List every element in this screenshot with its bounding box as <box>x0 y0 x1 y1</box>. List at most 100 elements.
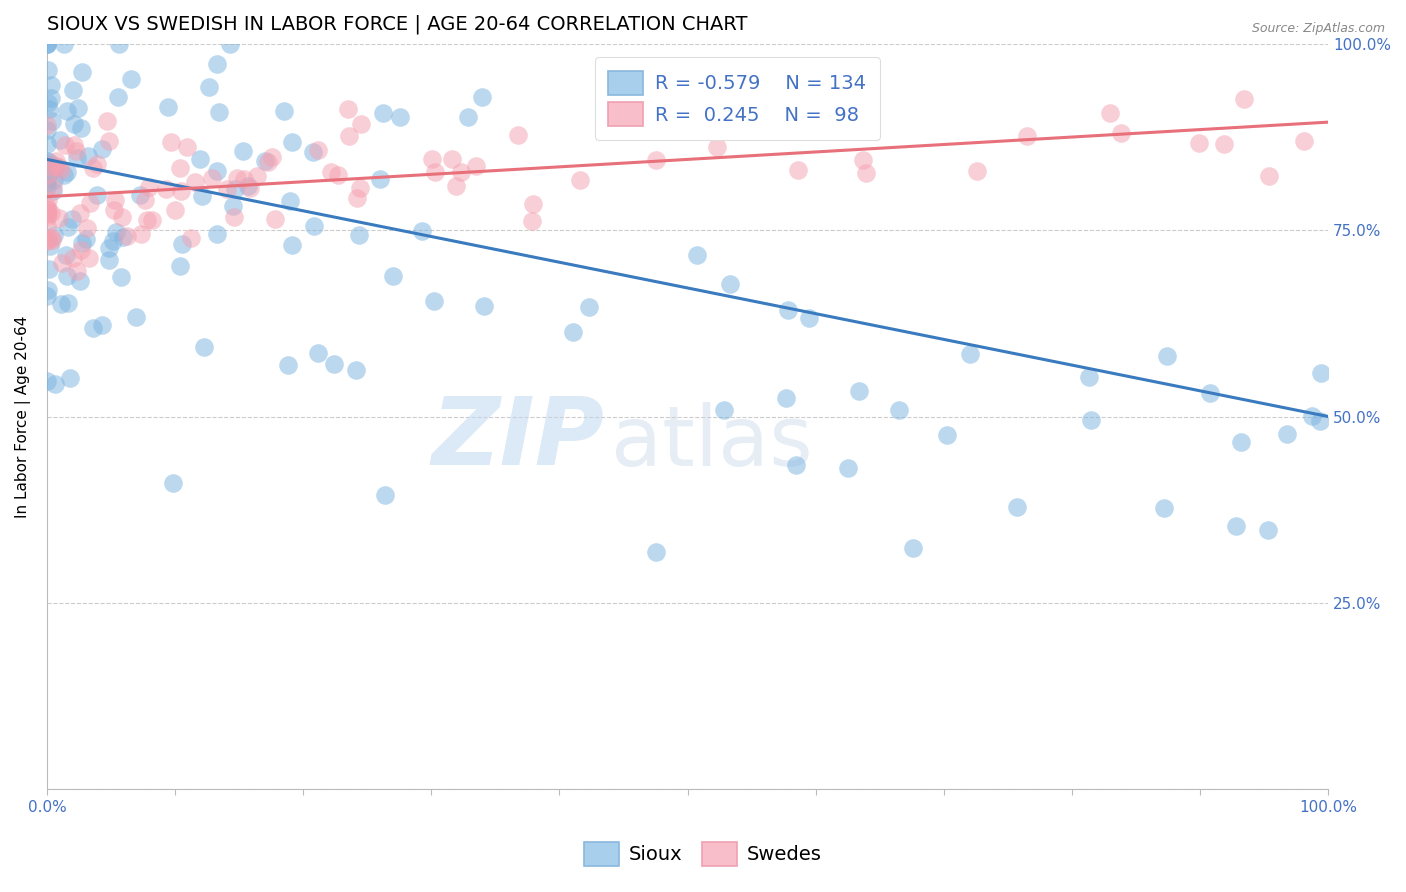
Legend: R = -0.579    N = 134, R =  0.245    N =  98: R = -0.579 N = 134, R = 0.245 N = 98 <box>595 57 880 140</box>
Point <box>56 104 79 119</box>
Point <box>53 138 76 153</box>
Point <box>128 188 150 202</box>
Point <box>797 311 820 326</box>
Point <box>208 104 231 119</box>
Point <box>38 154 60 169</box>
Point <box>1292 134 1315 148</box>
Point <box>219 37 242 51</box>
Point <box>232 171 254 186</box>
Point <box>671 69 693 83</box>
Point <box>134 193 156 207</box>
Point <box>256 154 278 169</box>
Point <box>107 90 129 104</box>
Point <box>411 224 433 238</box>
Point <box>62 82 84 96</box>
Point <box>112 230 135 244</box>
Point <box>44 161 66 175</box>
Point <box>169 260 191 274</box>
Point <box>778 302 800 317</box>
Point <box>56 268 79 283</box>
Point <box>785 458 807 473</box>
Point <box>76 221 98 235</box>
Point <box>561 325 583 339</box>
Point <box>41 91 63 105</box>
Point <box>260 150 283 164</box>
Point <box>337 128 360 143</box>
Point <box>91 318 114 333</box>
Point <box>1309 414 1331 428</box>
Point <box>1005 500 1028 514</box>
Point <box>86 187 108 202</box>
Point <box>41 234 63 248</box>
Point <box>685 248 707 262</box>
Point <box>37 95 59 110</box>
Point <box>508 128 530 143</box>
Point <box>326 168 349 182</box>
Point <box>120 71 142 86</box>
Point <box>1077 370 1099 384</box>
Point <box>37 193 59 207</box>
Text: Source: ZipAtlas.com: Source: ZipAtlas.com <box>1251 22 1385 36</box>
Text: atlas: atlas <box>610 402 813 483</box>
Point <box>423 294 446 309</box>
Point <box>65 144 87 158</box>
Point <box>37 207 59 221</box>
Point <box>520 214 543 228</box>
Point <box>190 189 212 203</box>
Point <box>346 191 368 205</box>
Point <box>55 248 77 262</box>
Point <box>787 163 810 178</box>
Point <box>38 102 60 116</box>
Point <box>281 136 304 150</box>
Point <box>568 173 591 187</box>
Point <box>336 102 359 116</box>
Point <box>273 103 295 118</box>
Point <box>855 166 877 180</box>
Point <box>263 212 285 227</box>
Point <box>97 134 120 148</box>
Point <box>382 268 405 283</box>
Point <box>86 156 108 170</box>
Point <box>35 289 58 303</box>
Point <box>105 226 128 240</box>
Point <box>176 140 198 154</box>
Point <box>35 119 58 133</box>
Point <box>423 165 446 179</box>
Point <box>37 123 59 137</box>
Point <box>35 205 58 219</box>
Point <box>91 142 114 156</box>
Point <box>278 194 301 208</box>
Point <box>69 274 91 288</box>
Point <box>72 235 94 250</box>
Point <box>37 157 59 171</box>
Point <box>45 159 67 173</box>
Point <box>111 211 134 225</box>
Point <box>172 236 194 251</box>
Point <box>162 476 184 491</box>
Point <box>1275 426 1298 441</box>
Legend: Sioux, Swedes: Sioux, Swedes <box>576 834 830 873</box>
Point <box>457 110 479 124</box>
Point <box>35 176 58 190</box>
Point <box>37 62 59 77</box>
Point <box>37 154 59 169</box>
Point <box>217 182 239 196</box>
Point <box>60 211 83 226</box>
Point <box>1257 169 1279 184</box>
Point <box>48 160 70 174</box>
Point <box>110 270 132 285</box>
Point <box>52 37 75 51</box>
Point <box>180 231 202 245</box>
Point <box>441 152 464 166</box>
Point <box>96 113 118 128</box>
Point <box>1156 349 1178 363</box>
Point <box>190 152 212 166</box>
Point <box>37 234 59 248</box>
Point <box>67 101 90 115</box>
Point <box>41 231 63 245</box>
Point <box>578 300 600 314</box>
Point <box>302 145 325 160</box>
Point <box>58 220 80 235</box>
Point <box>193 340 215 354</box>
Point <box>70 243 93 257</box>
